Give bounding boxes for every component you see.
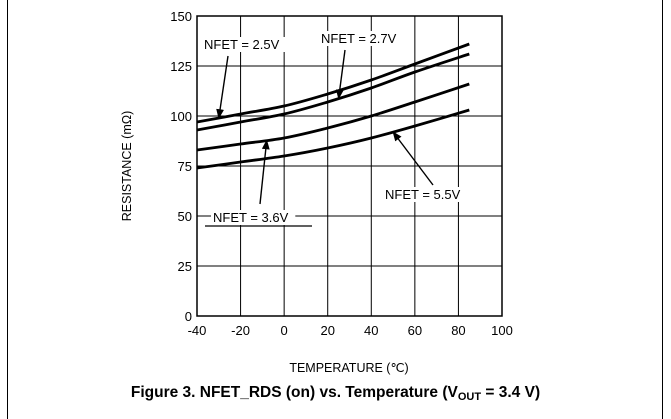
y-tick-label: 50: [178, 209, 192, 224]
x-axis-label: TEMPERATURE (℃): [289, 361, 408, 375]
tick-labels: -40 -20 0 20 40 60 80 100 0 25 50 75 100 125 150: [170, 9, 513, 338]
caption-suffix: = 3.4 V): [481, 384, 541, 401]
annotation-label: NFET = 3.6V: [213, 210, 289, 225]
annotation-label-bg: [211, 210, 296, 225]
annotation-label-bg: [202, 37, 287, 52]
x-tick-label: 20: [320, 323, 334, 338]
annotation-arrow: [392, 131, 434, 186]
y-axis-label: RESISTANCE (mΩ): [120, 111, 134, 222]
series-line-3: [196, 82, 470, 152]
x-tick-label: 80: [451, 323, 465, 338]
chart: -40 -20 0 20 40 60 80 100 0 25 50 75 100 125 150 NFET …: [120, 9, 513, 375]
annotation-label-bg: [319, 31, 404, 46]
series-line-2: [196, 52, 470, 132]
caption-subscript: OUT: [457, 391, 482, 403]
y-tick-label: 125: [170, 59, 192, 74]
x-tick-label: 40: [364, 323, 378, 338]
annotation-label: NFET = 5.5V: [385, 187, 461, 202]
annotation-arrow: [216, 55, 229, 119]
y-tick-label: 25: [178, 259, 192, 274]
figure-caption: Figure 3. NFET_RDS (on) vs. Temperature …: [0, 384, 671, 403]
plot-frame: [196, 15, 503, 317]
grid: [197, 16, 502, 316]
y-tick-label: 150: [170, 9, 192, 24]
annotation-label: NFET = 2.7V: [321, 31, 397, 46]
x-tick-label: 60: [408, 323, 422, 338]
y-tick-label: 0: [185, 309, 192, 324]
annotation-label-bg: [383, 187, 468, 202]
series-layer: [196, 42, 470, 170]
series-line-4: [196, 108, 470, 170]
figure-frame: [7, 0, 663, 419]
x-tick-label: -40: [188, 323, 207, 338]
y-tick-label: 75: [178, 159, 192, 174]
x-tick-label: -20: [231, 323, 250, 338]
caption-prefix: Figure 3. NFET_RDS (on) vs. Temperature …: [130, 384, 458, 401]
annotation-arrow: [259, 139, 270, 205]
annotation-arrow: [335, 49, 346, 100]
x-tick-label: 100: [491, 323, 513, 338]
series-line-1: [196, 42, 470, 124]
annotations: NFET = 2.5V NFET = 2.7V NFET = 3.6V NFET = …: [202, 31, 468, 227]
x-tick-label: 0: [281, 323, 288, 338]
y-tick-label: 100: [170, 109, 192, 124]
annotation-label: NFET = 2.5V: [204, 37, 280, 52]
